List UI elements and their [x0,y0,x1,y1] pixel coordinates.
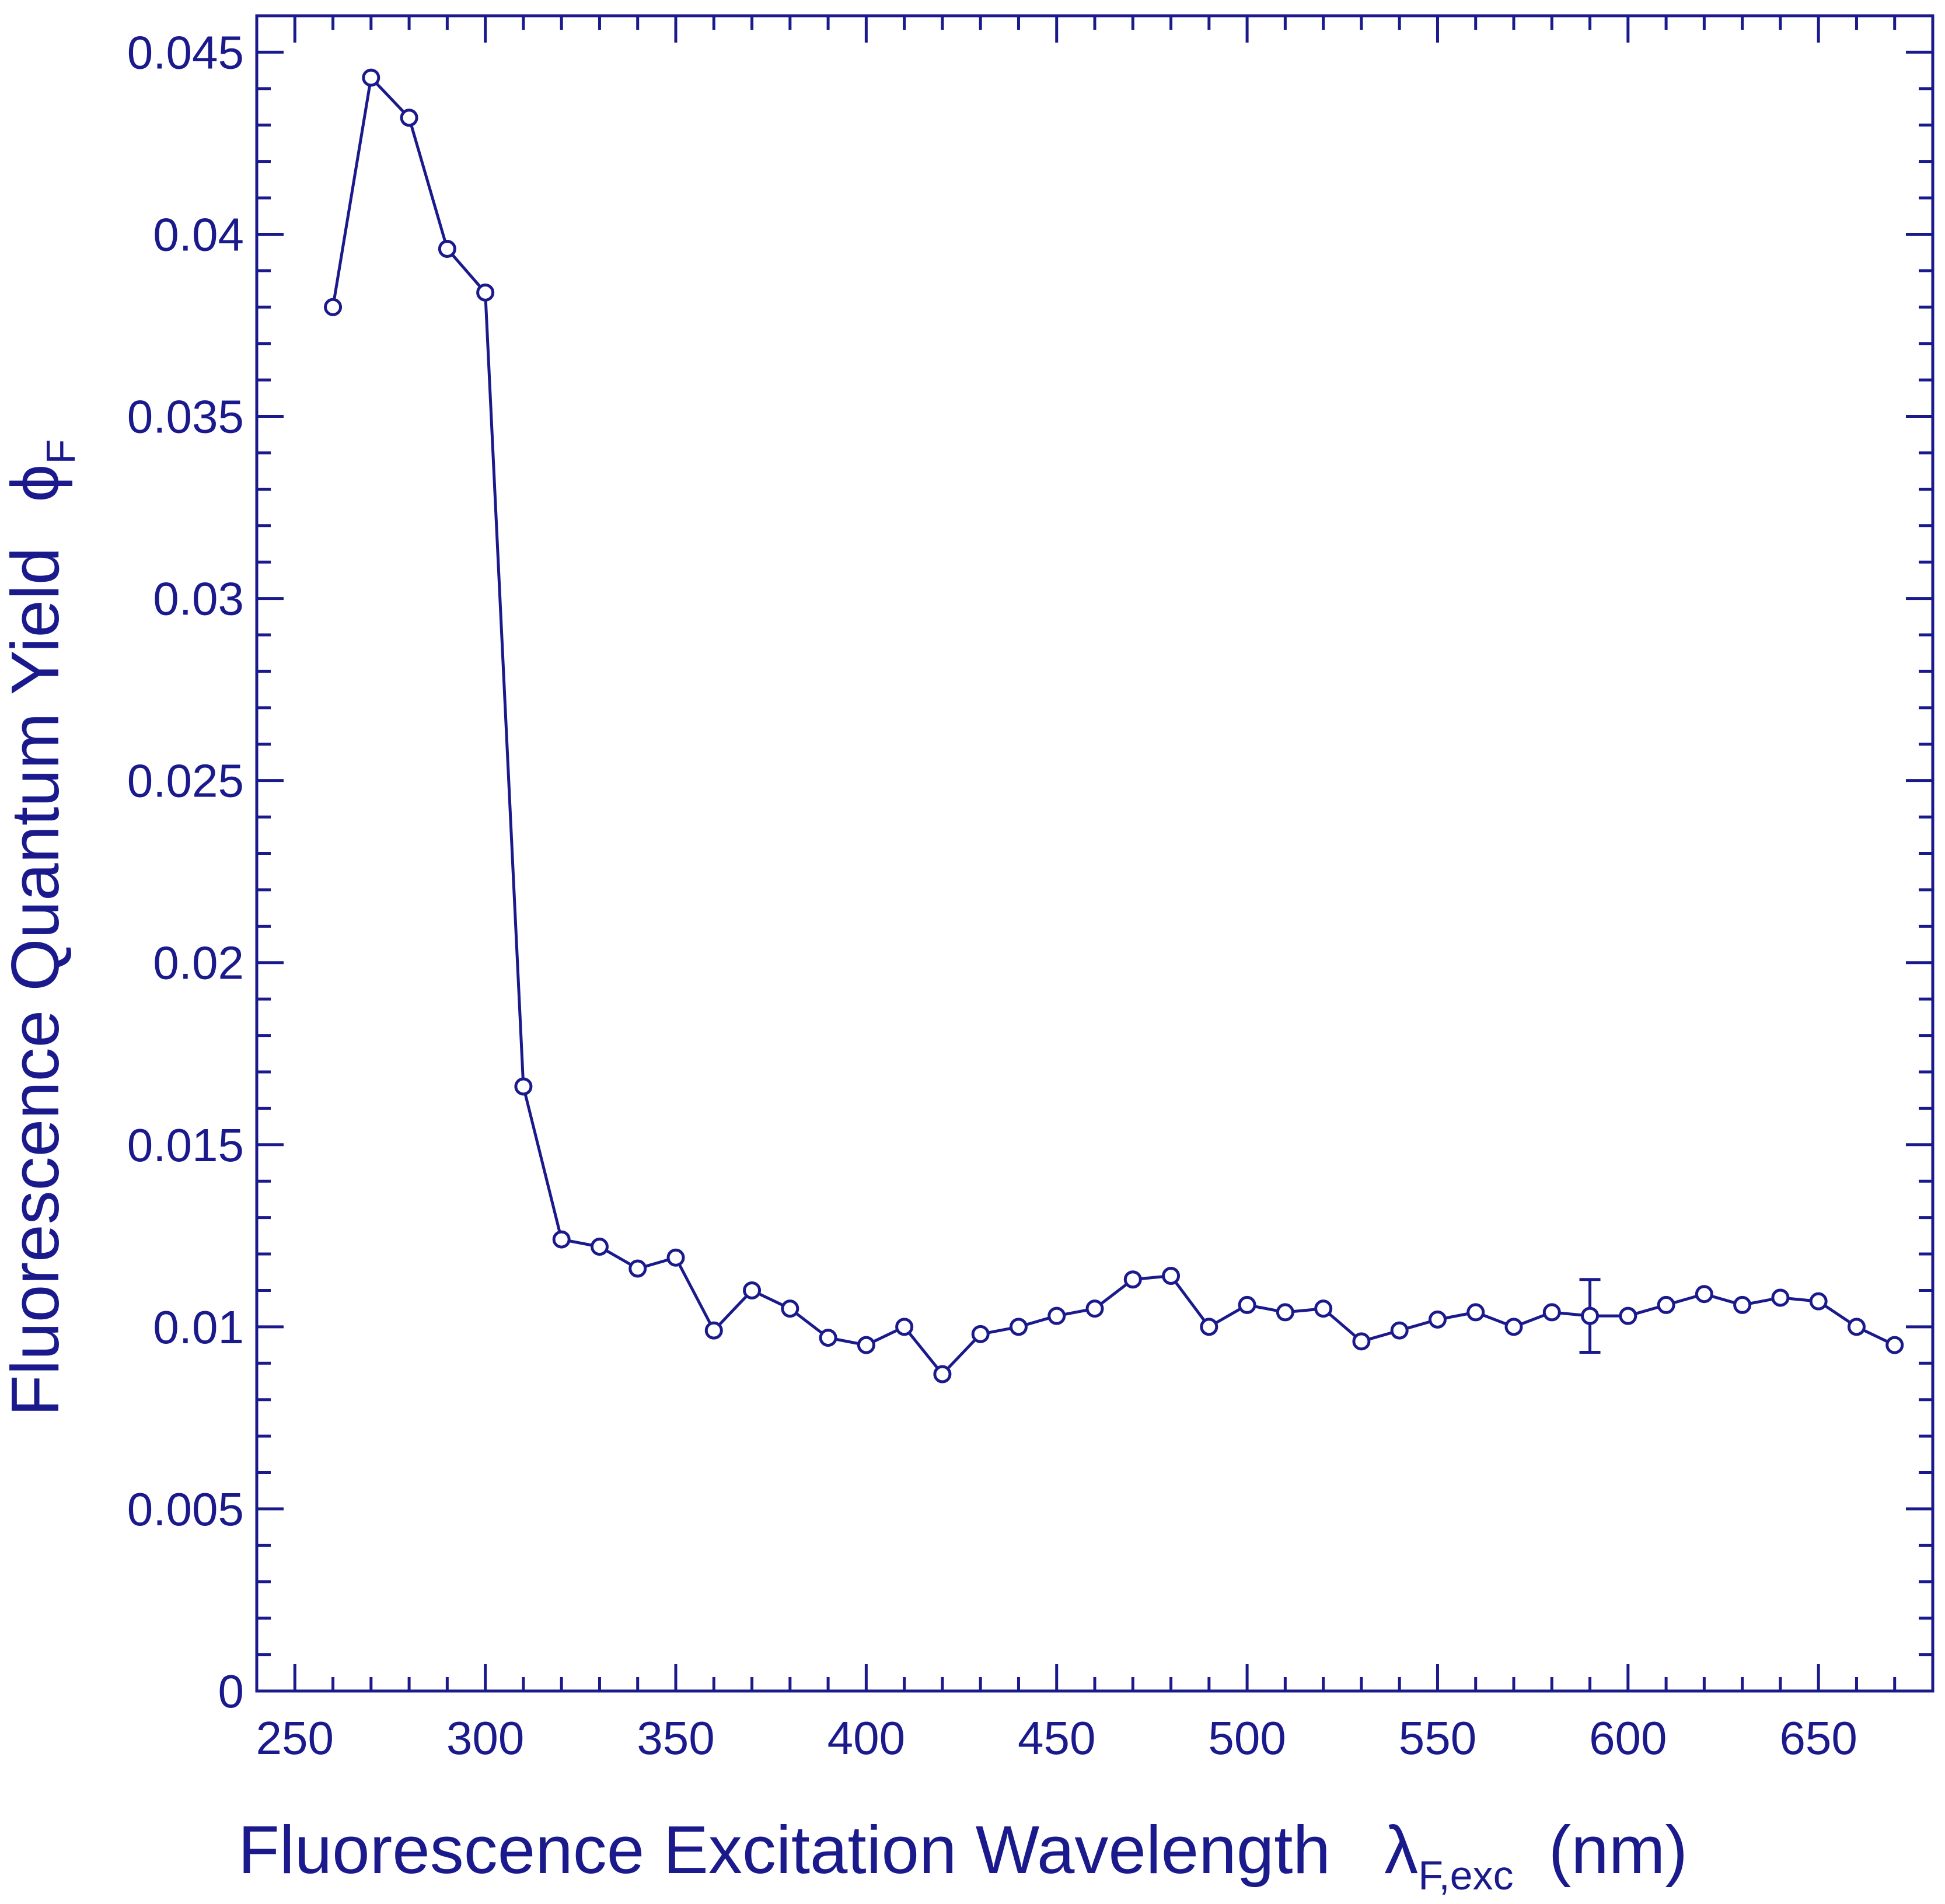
data-point [819,1329,837,1347]
y-tick-label: 0.025 [127,755,244,807]
data-point [1695,1285,1713,1304]
data-point [1162,1266,1181,1285]
x-tick-label: 450 [1018,1712,1095,1764]
x-tick-label: 400 [827,1712,905,1764]
data-point [743,1281,762,1299]
data-point [1809,1292,1828,1311]
data-point [1619,1306,1637,1325]
y-axis-title-symbol: ϕ [0,464,73,502]
data-point [476,283,495,302]
series-line [331,74,1895,1377]
data-point [400,109,418,127]
y-axis-title: Fluorescence Quantum Yield ϕF [0,439,83,1416]
y-tick-label: 0 [218,1665,245,1717]
y-tick-label: 0.04 [153,208,244,260]
data-point [324,298,343,316]
data-point [1200,1318,1218,1336]
x-axis-title-symbol: λ [1384,1812,1418,1888]
x-axis-title-main: Fluorescence Excitation Wavelength [238,1812,1331,1888]
data-point [1428,1310,1447,1329]
y-axis-title-main: Fluorescence Quantum Yield [0,547,73,1416]
y-tick-label: 0.02 [153,937,244,989]
x-tick-label: 350 [637,1712,714,1764]
data-point [781,1299,799,1318]
x-axis-title-subscript: F,exc [1418,1853,1513,1898]
data-point [1276,1303,1294,1322]
data-point [552,1230,571,1249]
x-axis-title-unit: (nm) [1549,1812,1688,1888]
y-tick-label: 0.035 [127,391,244,443]
data-point [1657,1295,1675,1314]
plot-frame [255,14,1934,1693]
data-point [628,1259,647,1278]
y-tick-label: 0.01 [153,1301,244,1353]
data-point [1504,1318,1523,1336]
data-point [1123,1270,1142,1289]
data-point [1352,1332,1371,1351]
tick-marks [257,14,1934,1693]
data-point [1238,1295,1256,1314]
x-tick-label: 250 [256,1712,334,1764]
x-tick-label: 550 [1399,1712,1476,1764]
data-point [1847,1318,1866,1336]
x-tick-label: 650 [1779,1712,1857,1764]
x-axis-title: Fluorescence Excitation Wavelength λF,ex… [238,1812,1688,1898]
data-point [1771,1288,1790,1307]
data-point [1314,1299,1333,1318]
x-tick-label: 500 [1208,1712,1286,1764]
data-point [438,239,456,258]
data-point [1009,1318,1028,1336]
data-point [704,1321,723,1340]
data-point [1466,1303,1485,1322]
y-tick-label: 0.005 [127,1483,244,1535]
data-point [1885,1336,1904,1354]
data-point [1085,1299,1104,1318]
data-point [1733,1295,1752,1314]
data-point [590,1238,609,1256]
tick-labels: 250 300 350 400 450 500 550 600 650 0 0.005 0.01 0.0… [127,26,1857,1764]
y-axis-title-subscript: F [38,439,83,464]
data-points [324,68,1904,1384]
data-point [514,1077,533,1096]
data-point [895,1318,914,1336]
y-tick-label: 0.03 [153,573,244,625]
y-tick-label: 0.015 [127,1119,244,1171]
data-point [971,1325,990,1343]
x-tick-label: 600 [1589,1712,1667,1764]
data-point [933,1365,952,1384]
data-point [1581,1306,1600,1325]
data-point [857,1336,875,1354]
y-tick-label: 0.045 [127,26,244,78]
data-point [1390,1321,1409,1340]
data-point [362,68,380,87]
data-point [666,1248,685,1267]
x-tick-label: 300 [446,1712,524,1764]
data-point [1542,1303,1561,1322]
data-point [1047,1306,1066,1325]
